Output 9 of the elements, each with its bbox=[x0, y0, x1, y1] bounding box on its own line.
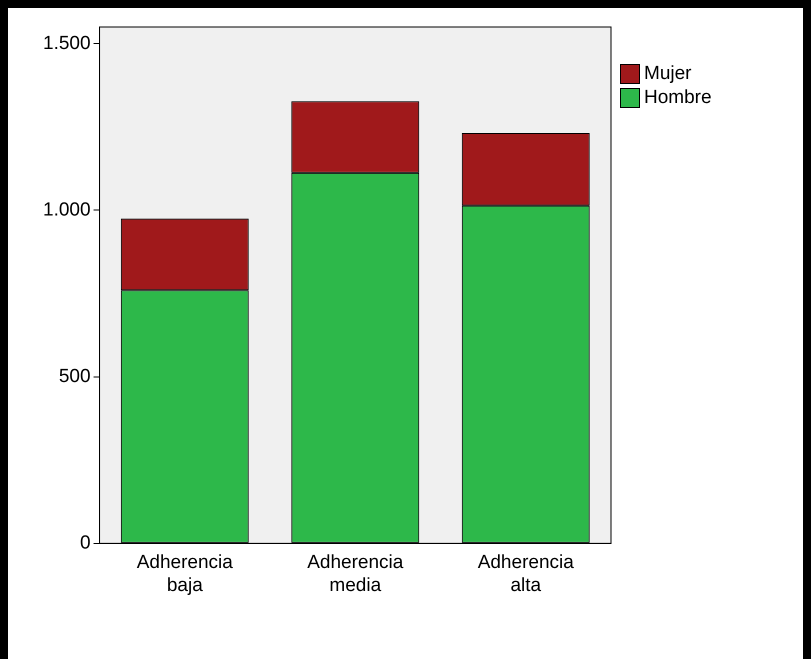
y-tick-label: 0 bbox=[80, 532, 91, 554]
y-tick-label: 1.000 bbox=[43, 199, 91, 220]
x-tick-label: Adherencia media bbox=[307, 552, 404, 596]
y-tick-label: 500 bbox=[58, 366, 91, 388]
legend-label: Mujer bbox=[644, 63, 692, 85]
x-tick-label: Adherencia baja bbox=[136, 552, 234, 596]
text: Hombre bbox=[644, 87, 712, 109]
y-tick-label: 1.500 bbox=[43, 32, 91, 54]
x-tick-label: Adherencia alta bbox=[478, 552, 574, 596]
